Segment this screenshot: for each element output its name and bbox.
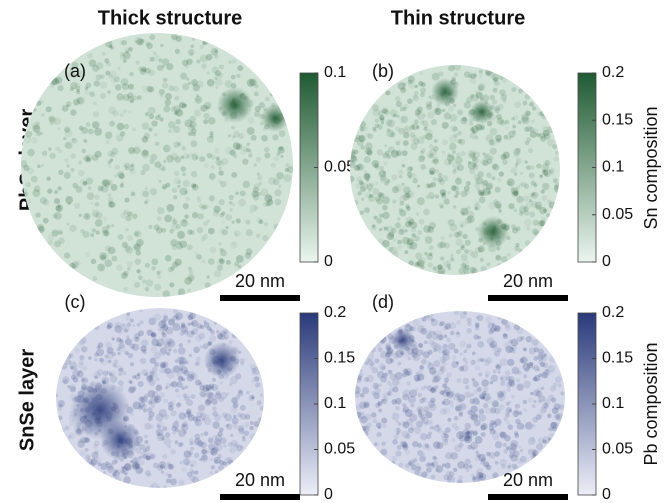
colorbar-tick-label: 0.05 [324, 441, 355, 458]
composition-map [350, 65, 560, 275]
scale-bar-label: 20 nm [503, 271, 553, 291]
colorbar-tick-label: 0 [324, 486, 333, 503]
colorbar-tick-label: 0.15 [324, 350, 355, 367]
colorbar-tick-label: 0.2 [602, 64, 624, 81]
scale-bar-label: 20 nm [235, 470, 285, 490]
colorbar-tick-label: 0.1 [602, 395, 624, 412]
scale-bar [220, 295, 300, 301]
column-title: Thick structure [98, 7, 242, 29]
colorbar-label: Sn composition [641, 106, 661, 229]
composition-map [21, 33, 293, 297]
colorbar-tick-label: 0.1 [324, 64, 346, 81]
scale-bar [488, 295, 568, 301]
colorbar-tick-label: 0.05 [602, 206, 633, 223]
colorbar-label: Pb composition [641, 342, 661, 465]
colorbar-tick-label: 0.05 [324, 159, 355, 176]
colorbar-tick-label: 0.1 [602, 159, 624, 176]
row-title: SnSe layer [16, 349, 38, 452]
panel-label: (d) [372, 292, 394, 312]
column-title: Thin structure [391, 7, 525, 29]
panel-label: (a) [64, 61, 86, 81]
colorbar-tick-label: 0 [602, 253, 611, 270]
colorbar-tick-label: 0.2 [602, 304, 624, 321]
composition-map [56, 308, 264, 488]
panel-label: (b) [372, 61, 394, 81]
colorbar-tick-label: 0.2 [324, 304, 346, 321]
colorbar-tick-label: 0 [602, 486, 611, 503]
scale-bar [220, 494, 300, 500]
colorbar-tick-label: 0 [324, 253, 333, 270]
scale-bar [488, 494, 568, 500]
colorbar-tick-label: 0.15 [602, 350, 633, 367]
scale-bar-label: 20 nm [503, 470, 553, 490]
colorbar-tick-label: 0.05 [602, 441, 633, 458]
colorbar-tick-label: 0.1 [324, 395, 346, 412]
colorbar-tick-label: 0.15 [602, 111, 633, 128]
panel-label: (c) [65, 292, 86, 312]
scale-bar-label: 20 nm [235, 271, 285, 291]
composition-map [355, 311, 565, 483]
